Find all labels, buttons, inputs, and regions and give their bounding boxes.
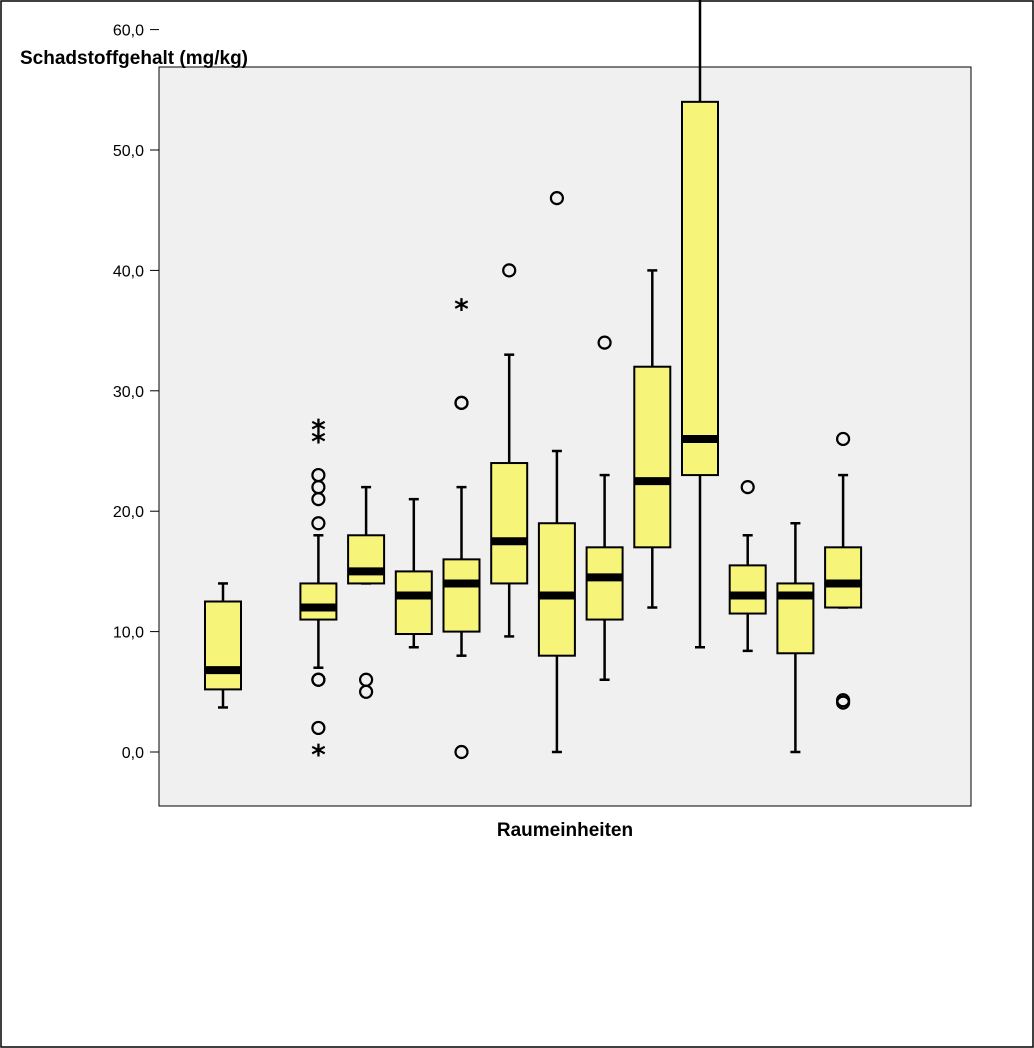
y-tick-label: 60,0 — [113, 23, 144, 40]
outlier-point — [311, 720, 326, 736]
box — [347, 534, 386, 585]
box — [394, 570, 433, 636]
chart-title: Schadstoffgehalt (mg/kg) — [20, 48, 248, 69]
outlier-point — [740, 480, 755, 495]
extreme-point: * — [311, 738, 326, 771]
box — [442, 558, 481, 633]
x-axis-label: Raumeinheiten — [497, 820, 633, 841]
box-group: *** — [299, 413, 338, 771]
y-tick-label: 10,0 — [113, 625, 144, 642]
box-group — [776, 521, 815, 754]
y-tick-label: 50,0 — [113, 143, 144, 160]
outlier-point — [454, 395, 469, 410]
box-group — [537, 191, 576, 754]
outlier-point — [597, 335, 612, 350]
outlier-point — [311, 672, 326, 687]
box — [537, 522, 576, 657]
box — [728, 564, 767, 615]
box-group — [490, 263, 529, 638]
box-group — [681, 0, 719, 649]
outlier-point — [311, 516, 326, 531]
box-group — [394, 497, 433, 649]
box — [633, 365, 672, 549]
box — [299, 582, 338, 621]
extreme-point: * — [311, 413, 326, 446]
outlier-point — [502, 263, 517, 278]
outlier-point — [454, 744, 469, 760]
extreme-point: * — [454, 293, 469, 326]
box-group — [824, 431, 863, 710]
box — [681, 100, 719, 477]
y-tick-label: 40,0 — [113, 263, 144, 280]
box-marks: **** — [204, 0, 863, 771]
y-tick-label: 20,0 — [113, 504, 144, 521]
y-axis: 0,010,020,030,040,050,060,070,0 — [113, 23, 160, 806]
box — [824, 546, 863, 609]
box — [490, 462, 529, 585]
box-group — [204, 582, 242, 709]
plot-area — [158, 66, 972, 807]
y-tick-label: 30,0 — [113, 384, 144, 401]
box-group: * — [442, 293, 481, 760]
box — [585, 546, 624, 621]
outlier-point — [835, 431, 851, 447]
box — [204, 600, 242, 691]
extreme-point: * — [311, 425, 326, 458]
outlier-point — [549, 191, 565, 206]
outlier-point — [835, 695, 851, 710]
box-group — [728, 480, 767, 653]
outlier-point — [359, 684, 374, 699]
y-tick-label: 0,0 — [122, 745, 144, 762]
box-group — [585, 335, 624, 682]
box-group — [633, 269, 672, 609]
outlier-point — [311, 467, 326, 483]
box-group — [347, 485, 386, 699]
